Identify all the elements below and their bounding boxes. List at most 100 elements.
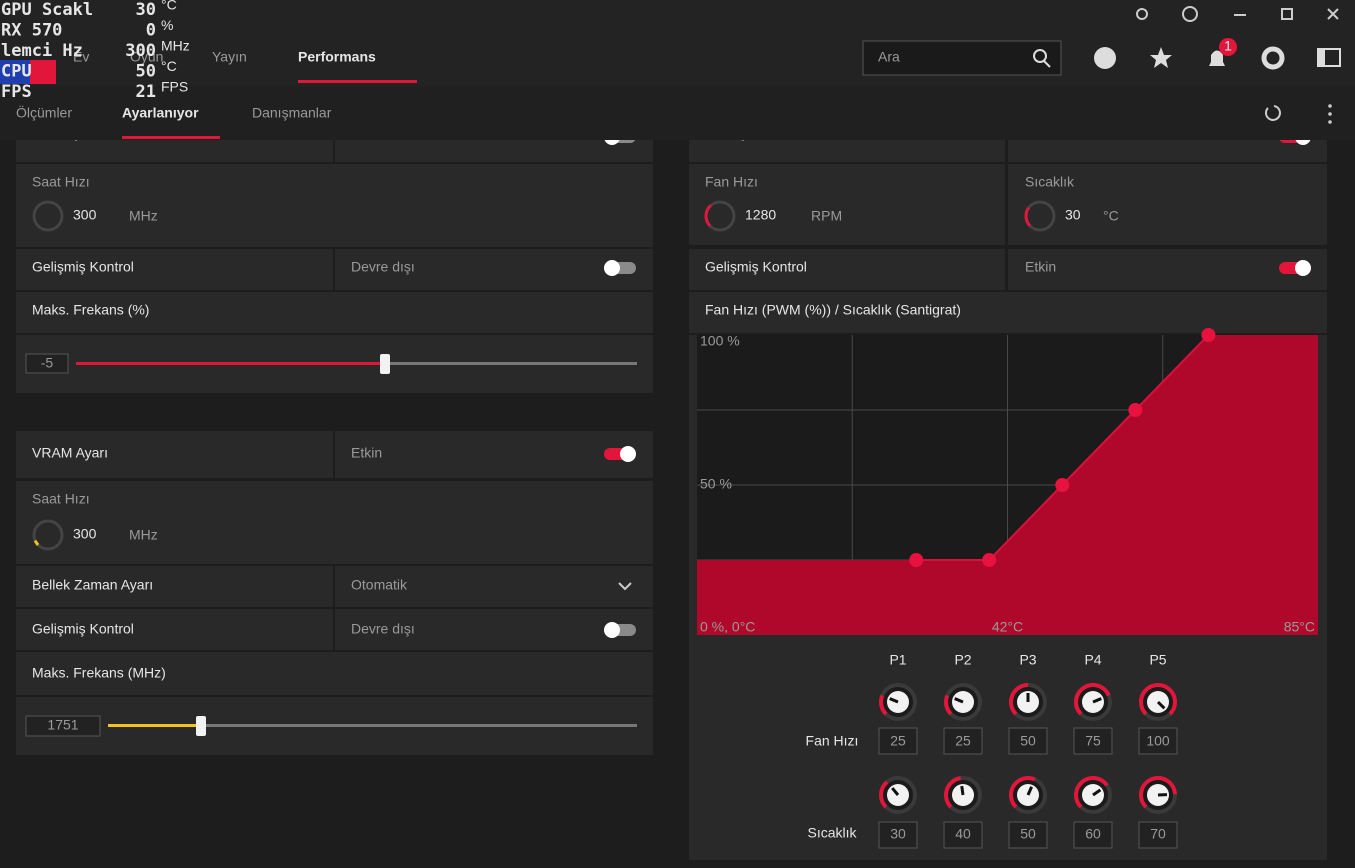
temp-value[interactable]: 60 — [1085, 826, 1101, 842]
value-input[interactable] — [1073, 727, 1113, 755]
fan-value[interactable]: 100 — [1146, 733, 1170, 749]
nav-tab[interactable]: Yayın — [212, 49, 247, 65]
more-dot[interactable] — [1328, 120, 1332, 124]
temp-value[interactable]: 70 — [1150, 826, 1166, 842]
knob-arc — [1074, 683, 1111, 716]
temp-value[interactable]: 40 — [955, 826, 971, 842]
fan-value[interactable]: 50 — [1020, 733, 1036, 749]
slider-input[interactable] — [25, 353, 69, 374]
fan-value[interactable]: 75 — [1085, 733, 1101, 749]
overlay-label: lemci Hz — [1, 41, 83, 61]
curve-point[interactable] — [1201, 328, 1216, 342]
nav-tab[interactable]: Oyun — [130, 49, 163, 65]
subnav-tab[interactable]: Danışmanlar — [252, 105, 332, 121]
temp-value[interactable]: 50 — [1020, 826, 1036, 842]
globe-icon[interactable] — [1094, 47, 1116, 69]
subnav-tab[interactable]: Ölçümler — [16, 104, 72, 121]
value-input[interactable] — [943, 821, 983, 849]
gauge-ring — [32, 200, 64, 232]
value-input[interactable] — [878, 727, 918, 755]
value-input[interactable] — [878, 821, 918, 849]
slider-thumb[interactable] — [380, 354, 390, 374]
unit: MHz — [129, 208, 158, 224]
panel-cell — [335, 566, 653, 607]
more-dot[interactable] — [1328, 112, 1332, 116]
panel-cell — [16, 481, 653, 564]
panel-cell — [1008, 164, 1327, 245]
help-icon[interactable] — [1182, 6, 1198, 22]
search-box[interactable] — [862, 40, 1062, 76]
toggle-knob[interactable] — [604, 260, 620, 276]
curve-point[interactable] — [1055, 478, 1070, 492]
curve-point[interactable] — [1128, 403, 1143, 417]
value-input[interactable] — [943, 727, 983, 755]
value-input[interactable] — [1008, 821, 1048, 849]
settings-icon[interactable] — [1261, 46, 1285, 70]
overlay-value: 21 — [136, 82, 156, 102]
slider-value[interactable]: -5 — [41, 355, 54, 371]
top-bar — [0, 0, 1355, 86]
panel-cell — [16, 652, 653, 695]
maximize-icon[interactable] — [1281, 8, 1293, 20]
sub-bar — [0, 86, 1355, 140]
overlay-label: RX 570 — [1, 21, 62, 41]
label: Saat Hızı — [32, 174, 90, 190]
chevron[interactable] — [618, 582, 632, 591]
value-input[interactable] — [1008, 727, 1048, 755]
label: Fan Hızı (PWM (%)) / Sıcaklık (Santigrat… — [705, 302, 961, 318]
dropdown[interactable]: Otomatik — [351, 577, 408, 593]
nav-tab[interactable]: Ev — [73, 49, 89, 65]
nav-tab[interactable]: Performans — [298, 49, 376, 65]
close-icon[interactable] — [1327, 8, 1339, 20]
more-dot[interactable] — [1328, 104, 1332, 108]
toggle-knob[interactable] — [1295, 260, 1311, 276]
label: Gelişmiş Kontrol — [705, 259, 807, 275]
slider-track[interactable] — [108, 724, 637, 727]
value-input[interactable] — [1073, 821, 1113, 849]
panel-cell — [1008, 249, 1327, 290]
overlay-label: FPS — [1, 82, 32, 102]
knob-arc — [1139, 776, 1177, 809]
value-input[interactable] — [1138, 727, 1178, 755]
bug-icon[interactable] — [1136, 8, 1148, 20]
y-label: 100 % — [700, 333, 740, 349]
curve-point[interactable] — [982, 553, 997, 567]
panel-cell — [689, 140, 1005, 162]
slider-thumb[interactable] — [196, 716, 206, 736]
toggle-knob[interactable] — [620, 446, 636, 462]
knob-arc — [879, 694, 888, 716]
unit: RPM — [811, 208, 842, 224]
slider-value[interactable]: 1751 — [47, 717, 78, 733]
subnav-tab[interactable]: Ayarlanıyor — [122, 105, 199, 121]
search-icon[interactable] — [1033, 49, 1047, 63]
x-label: 0 %, 0°C — [700, 619, 755, 635]
panel-cell — [16, 431, 333, 478]
panel-cell — [335, 249, 653, 290]
toggle-knob[interactable] — [604, 622, 620, 638]
point-label: P2 — [954, 652, 971, 668]
slider-input[interactable] — [25, 715, 101, 737]
label: Maks. Frekans (MHz) — [32, 665, 166, 681]
fan-value[interactable]: 25 — [955, 733, 971, 749]
value-input[interactable] — [1138, 821, 1178, 849]
overlay-value: 0 — [146, 21, 156, 41]
curve-point[interactable] — [909, 553, 924, 567]
panel-cell — [16, 164, 653, 247]
overlay-label: CPU — [1, 62, 32, 82]
panel-cell — [335, 140, 653, 162]
fan-value[interactable]: 25 — [890, 733, 906, 749]
overlay-unit: °C — [161, 58, 177, 74]
star-icon[interactable] — [1150, 47, 1172, 68]
panel-cell — [335, 609, 653, 650]
search-placeholder[interactable]: Ara — [878, 49, 900, 65]
label: Fan Hızı — [705, 174, 758, 190]
label: Sıcaklık — [1025, 174, 1075, 190]
unit: °C — [1103, 208, 1119, 224]
bell-icon[interactable] — [1209, 50, 1225, 67]
knob-pointer — [954, 697, 964, 704]
temp-value[interactable]: 30 — [890, 826, 906, 842]
overlay-value: 50 — [136, 62, 156, 82]
reset-icon[interactable] — [1265, 105, 1281, 121]
overlay-unit: MHz — [161, 38, 190, 54]
